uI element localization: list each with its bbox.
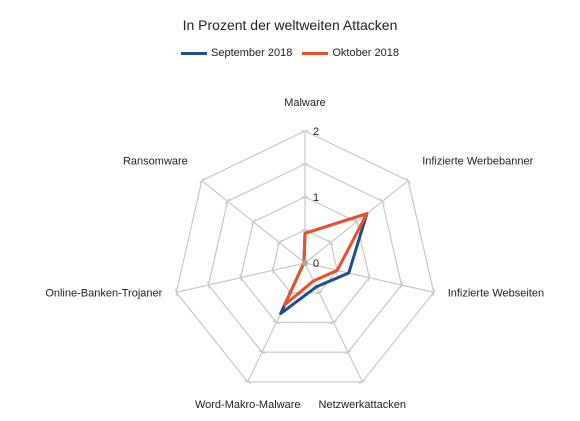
grid-ring-3 <box>175 130 435 383</box>
axis-tick-2-2 <box>400 281 403 289</box>
category-label-1: Infizierte Werbebanner <box>422 156 533 168</box>
category-label-4: Word-Makro-Malware <box>195 399 301 411</box>
grid-ring-2 <box>207 163 403 353</box>
chart-title: In Prozent der weltweiten Attacken <box>182 17 398 33</box>
grid-ring-0 <box>272 229 338 294</box>
category-label-2: Infizierte Webseiten <box>448 287 544 299</box>
axis-tick-6-3 <box>199 177 205 184</box>
axis-tick-6-0 <box>276 239 282 246</box>
legend-swatch-oktober <box>302 51 329 55</box>
axis-tick-5-2 <box>207 281 210 289</box>
legend-swatch-september <box>181 51 207 55</box>
category-label-6: Ransomware <box>123 156 188 168</box>
axis-tick-3-2 <box>344 350 352 355</box>
axis-tick-2-3 <box>432 288 436 296</box>
category-label-3: Netzwerkattacken <box>319 399 406 411</box>
chart-legend: September 2018 Oktober 2018 <box>0 47 580 59</box>
series-line-1 <box>283 212 369 307</box>
axis-tick-4-1 <box>272 320 280 325</box>
category-label-5: Online-Banken-Trojaner <box>45 287 162 299</box>
axis-tick-3-3 <box>358 379 366 384</box>
axis-tick-1-3 <box>405 177 411 184</box>
axis-tick-6-2 <box>224 198 231 205</box>
legend-item-oktober: Oktober 2018 <box>302 47 399 59</box>
axis-tick-4-3 <box>244 379 252 384</box>
legend-item-september: September 2018 <box>181 47 292 59</box>
axis-tick-5-1 <box>239 274 243 282</box>
legend-label-september: September 2018 <box>211 47 293 59</box>
tick-label-2: 2 <box>313 126 319 138</box>
axis-tick-3-1 <box>330 320 338 325</box>
axis-tick-1-1 <box>353 218 360 225</box>
axis-tick-3-0 <box>315 290 323 295</box>
tick-label-1: 1 <box>313 192 319 204</box>
axis-tick-6-1 <box>250 218 257 225</box>
axis-tick-4-2 <box>258 350 266 355</box>
axis-tick-5-0 <box>271 266 275 274</box>
tick-label-0: 0 <box>313 258 319 270</box>
axis-tick-2-1 <box>367 274 371 282</box>
axis-tick-1-0 <box>328 239 334 246</box>
axis-tick-1-2 <box>379 198 386 205</box>
axis-tick-5-3 <box>174 288 178 296</box>
legend-label-oktober: Oktober 2018 <box>332 47 399 59</box>
category-label-0: Malware <box>284 97 326 109</box>
center-marker <box>302 260 308 266</box>
